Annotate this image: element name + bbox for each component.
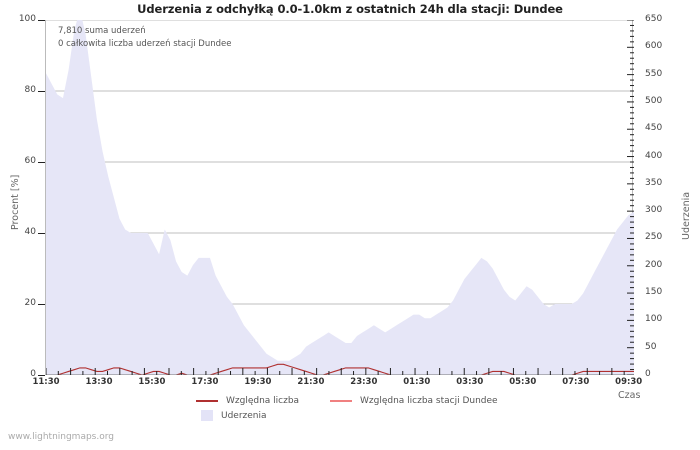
legend-swatch-area	[201, 410, 213, 421]
legend-item-strikes: Uderzenia	[196, 410, 267, 421]
x-axis-tick-label: 23:30	[350, 377, 378, 387]
y-axis-right-tick-label: 350	[645, 177, 663, 188]
legend-swatch-line	[330, 400, 352, 402]
x-axis-label: Czas	[618, 390, 641, 401]
plot-area: 7,810 suma uderzeń 0 całkowita liczba ud…	[45, 20, 634, 375]
x-axis-tick-label: 15:30	[138, 377, 166, 387]
y-axis-left-tick-label: 100	[18, 14, 36, 24]
y-axis-right-label: Uderzenia	[681, 191, 692, 240]
y-axis-left-tick-mark	[38, 91, 45, 92]
x-axis-tick-label: 01:30	[403, 377, 431, 387]
x-axis-tick-label: 17:30	[191, 377, 219, 387]
page-title: Uderzenia z odchyłką 0.0-1.0km z ostatni…	[137, 2, 563, 16]
x-axis-tick-label: 13:30	[85, 377, 113, 387]
y-axis-left-tick-label: 0	[30, 369, 36, 379]
annotation-total-strikes: 7,810 suma uderzeń	[58, 26, 146, 36]
y-axis-right-tick-label: 400	[645, 150, 663, 161]
legend-label: Względna liczba	[226, 396, 300, 406]
x-axis-tick-label: 07:30	[562, 377, 590, 387]
y-axis-left-label: Procent [%]	[10, 174, 21, 230]
y-axis-left-tick-mark	[38, 375, 45, 376]
x-axis-tick-label: 11:30	[32, 377, 60, 387]
legend-swatch-line	[196, 400, 218, 402]
legend-label: Uderzenia	[221, 410, 267, 421]
legend-item-station-relative-count: Względna liczba stacji Dundee	[330, 396, 498, 406]
x-axis-tick-label: 03:30	[456, 377, 484, 387]
annotation-station-strikes: 0 całkowita liczba uderzeń stacji Dundee	[58, 39, 232, 49]
y-axis-right-tick-label: 600	[645, 41, 663, 52]
footer-url: www.lightningmaps.org	[8, 432, 114, 442]
y-axis-left-tick-mark	[38, 20, 45, 21]
y-axis-left-tick-label: 80	[24, 85, 36, 95]
y-axis-left-tick-mark	[38, 233, 45, 234]
y-axis-left-tick-mark	[38, 304, 45, 305]
y-axis-right-tick-label: 100	[645, 314, 663, 325]
y-axis-right-tick-label: 300	[645, 205, 663, 216]
y-axis-right-tick-label: 450	[645, 123, 663, 134]
y-axis-right-tick-label: 200	[645, 259, 663, 270]
plot-svg	[46, 20, 634, 375]
legend-label: Względna liczba stacji Dundee	[360, 396, 498, 406]
x-axis-tick-label: 05:30	[509, 377, 537, 387]
y-axis-right-tick-label: 550	[645, 68, 663, 79]
y-axis-left-tick-mark	[38, 162, 45, 163]
y-axis-right-tick-label: 500	[645, 95, 663, 106]
x-axis-tick-label: 19:30	[244, 377, 272, 387]
y-axis-right-tick-label: 150	[645, 287, 663, 298]
x-axis-tick-label: 21:30	[297, 377, 325, 387]
y-axis-left-tick-label: 20	[24, 298, 36, 308]
y-axis-right-tick-label: 0	[645, 369, 651, 379]
legend-item-relative-count: Względna liczba	[196, 396, 299, 406]
y-axis-left-tick-label: 40	[24, 227, 36, 237]
y-axis-right-tick-label: 50	[645, 341, 657, 352]
x-axis-tick-label: 09:30	[615, 377, 643, 387]
y-axis-right-tick-label: 650	[645, 14, 663, 24]
y-axis-right-tick-label: 250	[645, 232, 663, 243]
y-axis-left-tick-label: 60	[24, 156, 36, 166]
